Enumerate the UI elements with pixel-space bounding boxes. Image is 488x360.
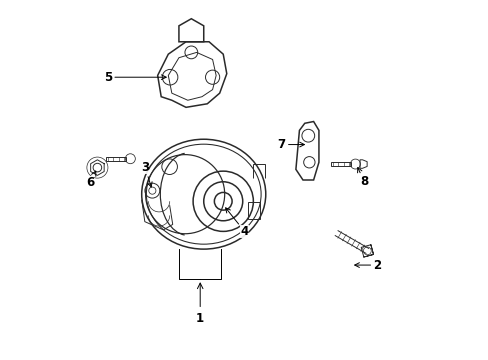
Text: 7: 7 (277, 138, 304, 151)
Text: 5: 5 (104, 71, 166, 84)
Text: 8: 8 (357, 167, 367, 188)
Bar (331, 162, 350, 166)
Text: 3: 3 (141, 161, 152, 187)
Bar (106, 157, 125, 161)
Text: 2: 2 (354, 258, 381, 271)
Text: 4: 4 (225, 208, 248, 238)
Text: 1: 1 (196, 312, 204, 325)
Text: 6: 6 (86, 171, 96, 189)
